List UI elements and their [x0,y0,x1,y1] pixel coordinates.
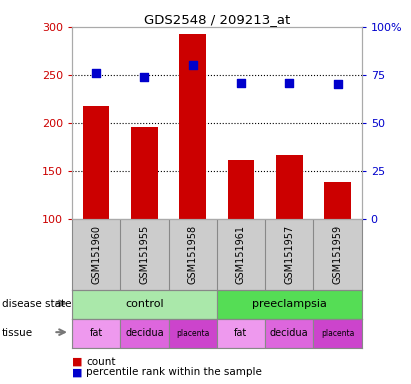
Bar [217,290,362,319]
Point [93,70,99,76]
Text: fat: fat [234,328,247,338]
Bar [265,319,314,348]
Title: GDS2548 / 209213_at: GDS2548 / 209213_at [144,13,290,26]
Text: GSM151961: GSM151961 [236,225,246,284]
Bar [120,319,169,348]
Point [286,79,293,86]
Point [238,79,244,86]
Text: ■: ■ [72,367,83,377]
Text: preeclampsia: preeclampsia [252,299,327,310]
Text: GSM151959: GSM151959 [332,225,342,284]
Text: placenta: placenta [176,329,209,338]
Text: GSM151957: GSM151957 [284,225,294,284]
Bar [179,34,206,219]
Bar [228,161,254,219]
Text: placenta: placenta [321,329,354,338]
Bar [324,182,351,219]
Text: GSM151955: GSM151955 [139,225,149,284]
Text: GSM151958: GSM151958 [188,225,198,284]
Text: disease state: disease state [2,299,72,309]
Text: GSM151960: GSM151960 [91,225,101,284]
Bar [72,290,217,319]
Text: percentile rank within the sample: percentile rank within the sample [86,367,262,377]
Bar [72,319,120,348]
Text: fat: fat [90,328,103,338]
Bar [217,319,265,348]
Point [189,62,196,68]
Bar [276,155,302,219]
Text: decidua: decidua [125,328,164,338]
Text: tissue: tissue [2,328,33,338]
Bar [314,319,362,348]
Text: ■: ■ [72,357,83,367]
Point [141,74,148,80]
Point [334,81,341,88]
Text: control: control [125,299,164,310]
Bar [169,319,217,348]
Bar [131,127,158,219]
Bar [83,106,109,219]
Text: decidua: decidua [270,328,309,338]
Text: count: count [86,357,116,367]
